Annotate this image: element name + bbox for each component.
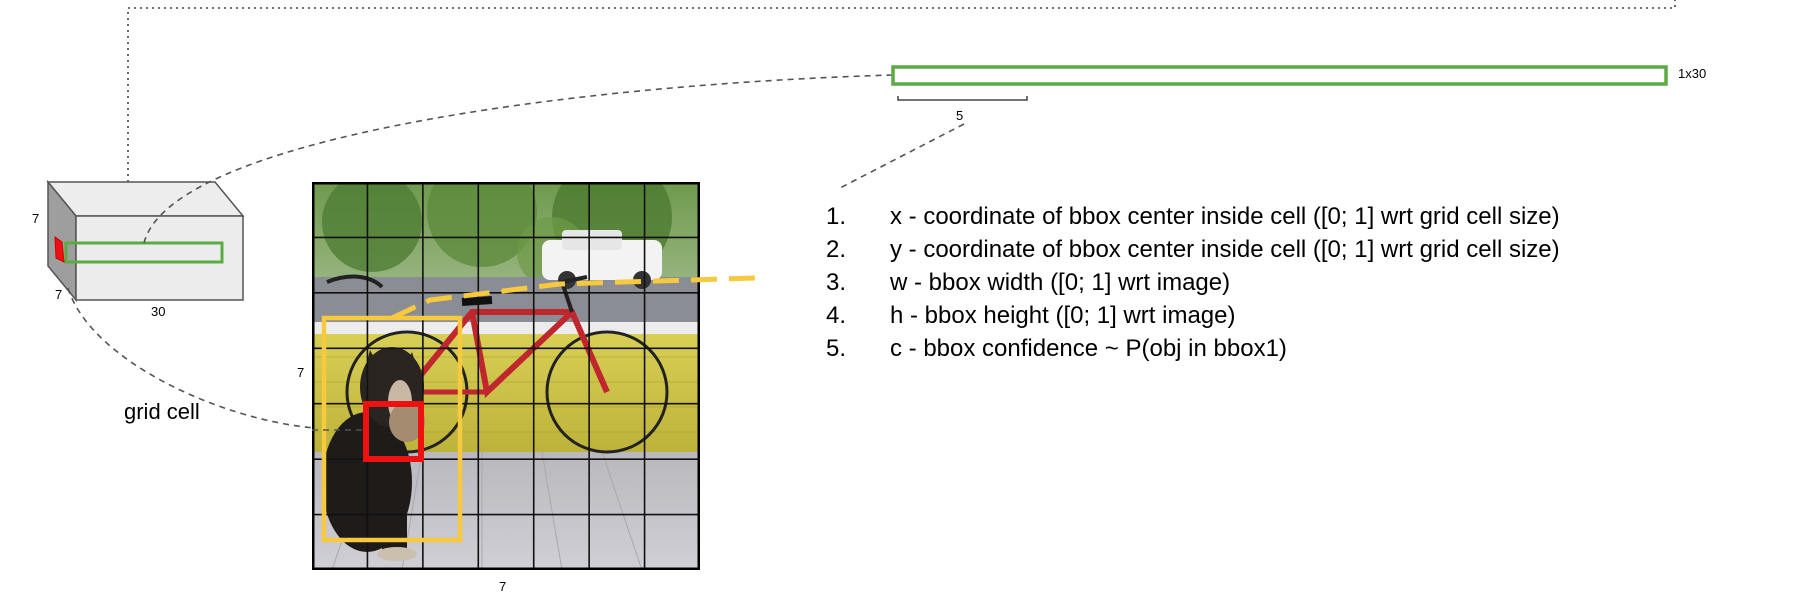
railing [312,322,700,334]
vector-size-label: 1x30 [1678,66,1707,81]
tensor-front-face [75,215,244,301]
gridcell-dashed-connector [67,287,316,429]
grid-rows-label: 7 [297,365,305,380]
list-item: 2. y - coordinate of bbox center inside c… [826,236,1560,263]
grid-cell-label: grid cell [124,399,200,424]
grid-border [312,182,700,570]
input-image [312,182,700,570]
car [542,230,662,289]
list-item: 5. c - bbox confidence ~ P(obj in bbox1) [826,335,1287,362]
bbox-parameter-list: 1. x - coordinate of bbox center inside c… [826,200,1560,365]
tensor-red-cell [54,235,65,263]
list-item: 1. x - coordinate of bbox center inside c… [826,203,1560,230]
vector-dashed-connector [143,74,894,244]
list-dashed-connector [839,123,965,189]
list-item: 3. w - bbox width ([0; 1] wrt image) [826,269,1231,296]
segment-bracket [897,96,1028,101]
vector-segment-label: 5 [956,108,964,123]
tensor-depth-label: 7 [32,211,40,226]
top-dotted-connector [127,0,1676,182]
photo-illustration [312,182,700,570]
tensor-top-face [46,181,245,217]
list-item: 4. h - bbox height ([0; 1] wrt image) [826,302,1236,329]
output-vector-1x30 [891,65,1668,86]
tensor-box [46,179,245,303]
tensor-height-label: 7 [55,287,63,302]
grid-cols-label: 7 [499,579,507,594]
red-grid-cell [363,401,424,462]
tensor-width-label: 30 [151,304,166,319]
